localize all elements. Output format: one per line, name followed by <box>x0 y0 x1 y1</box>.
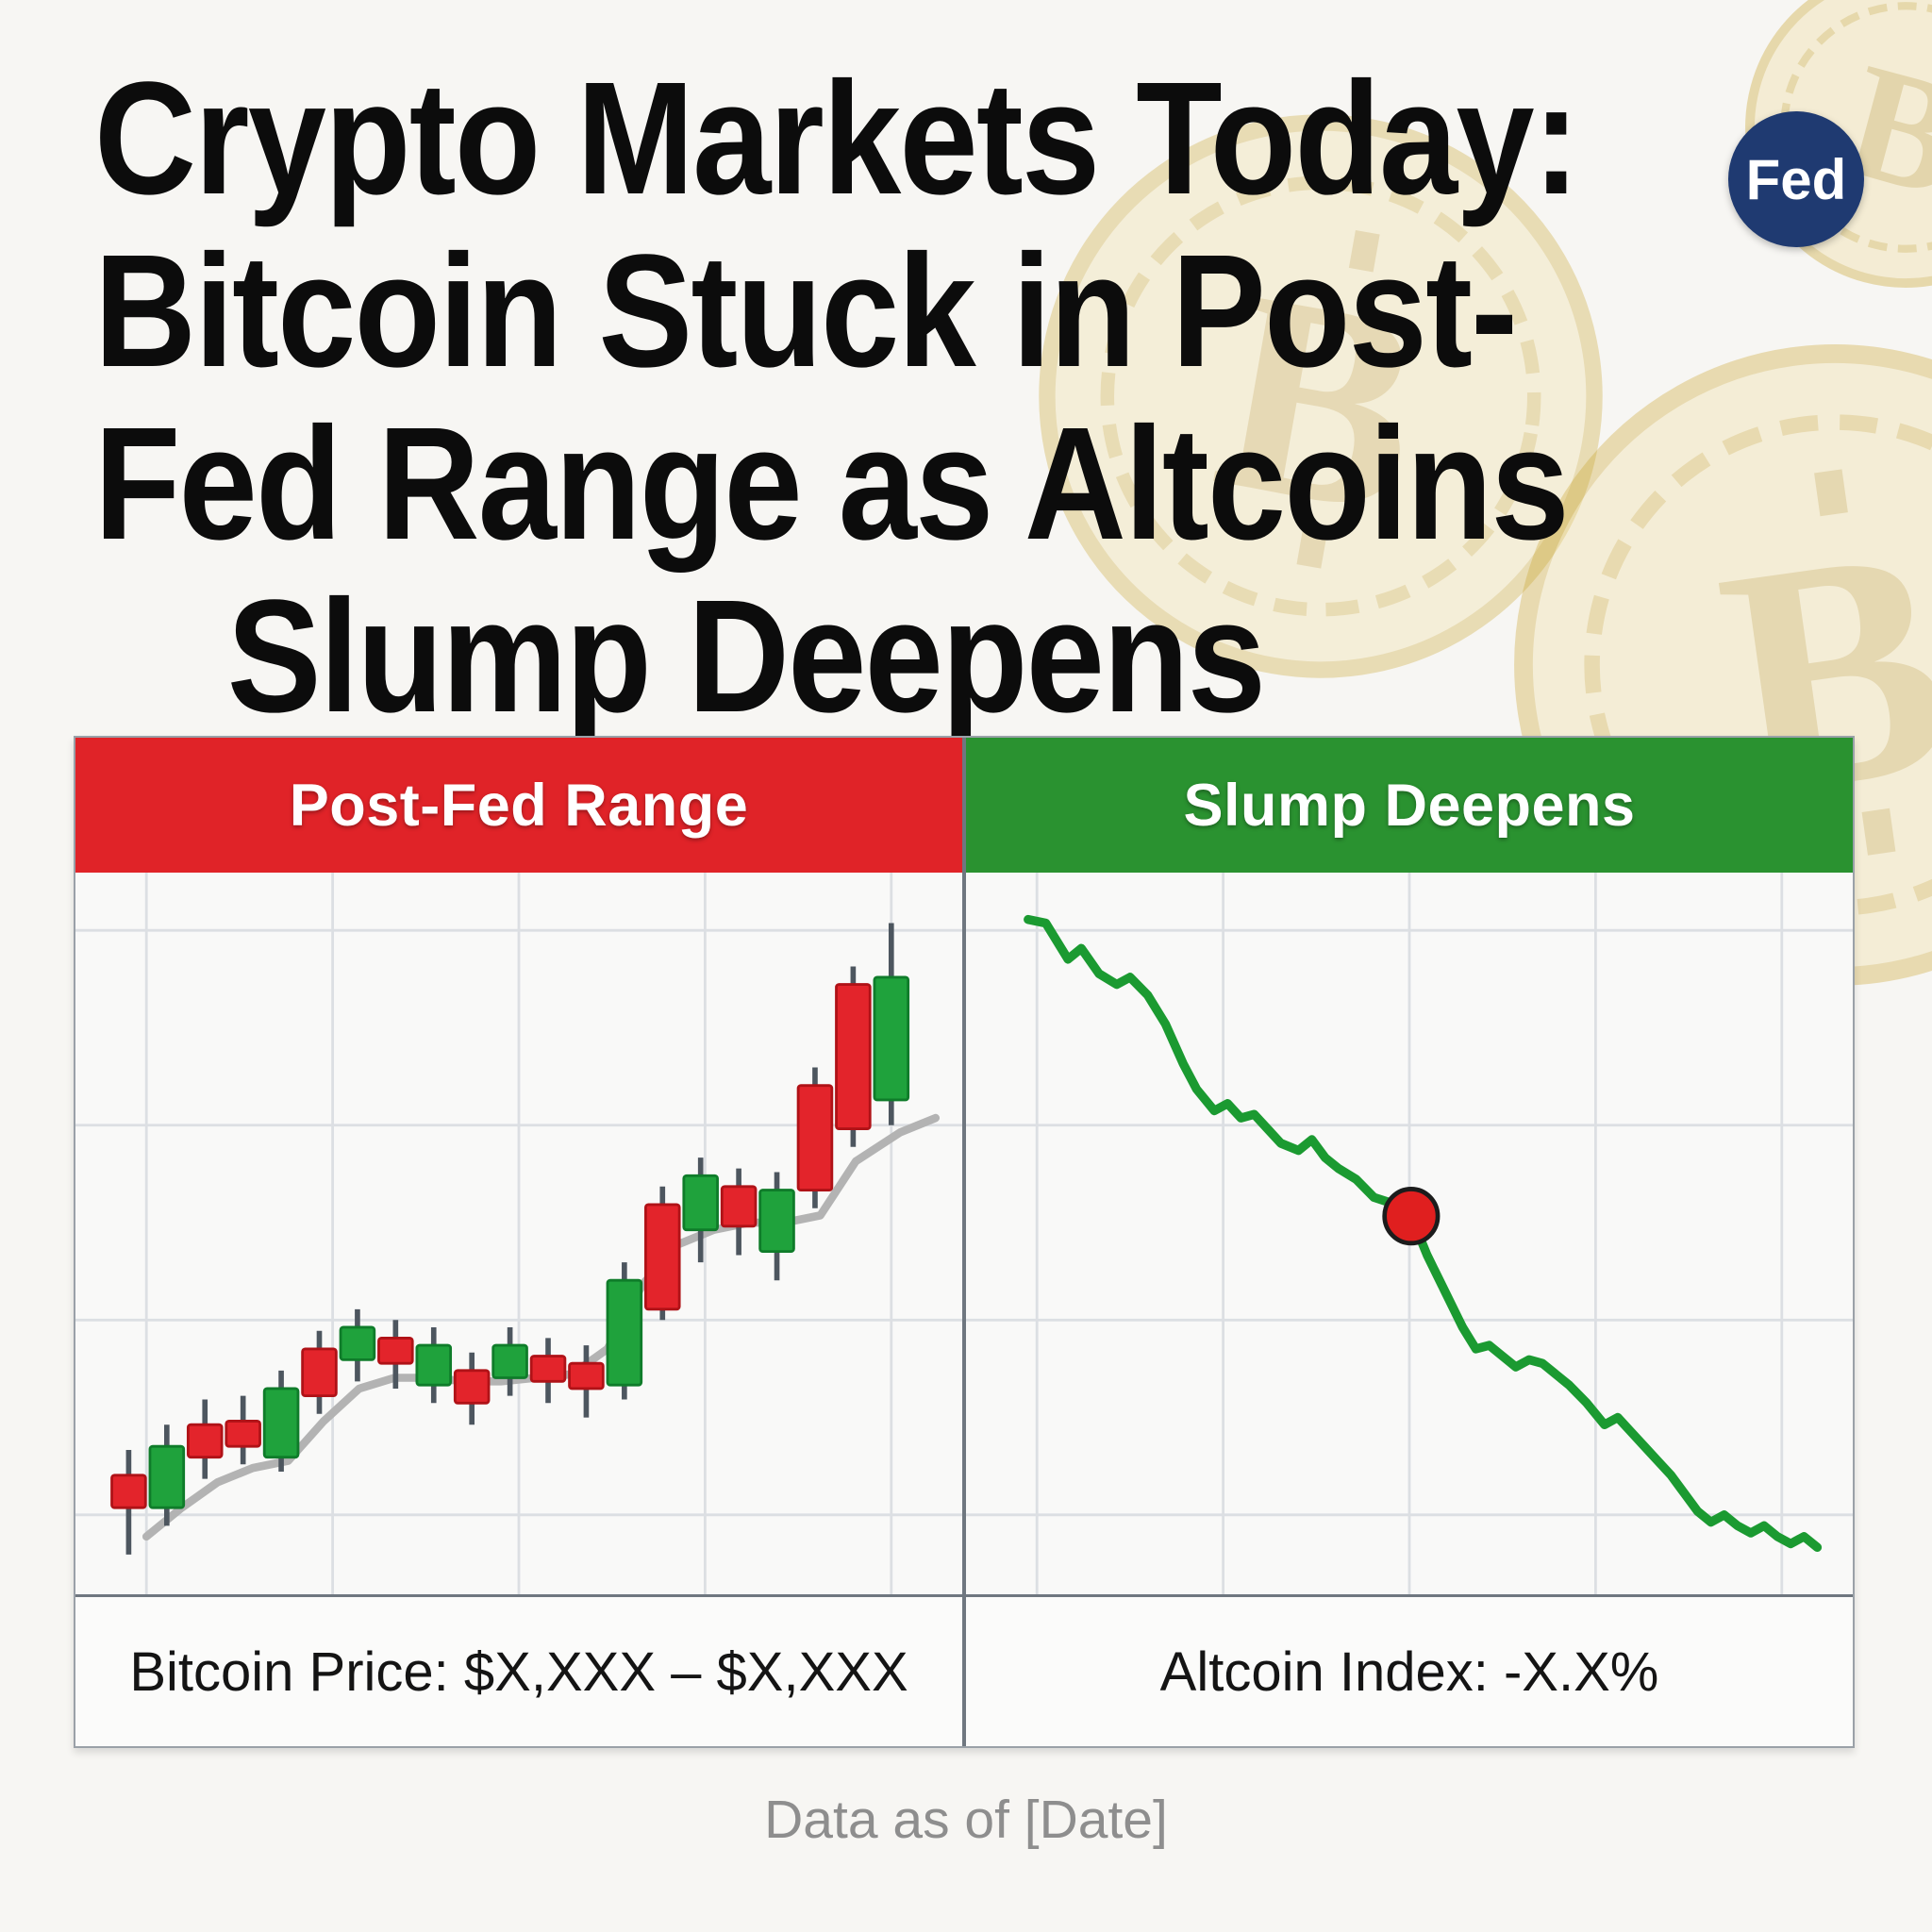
data-date-text: Data as of [Date] <box>764 1790 1168 1850</box>
title-line-4: Slump Deepens <box>226 567 1266 746</box>
fed-badge: Fed <box>1728 111 1864 247</box>
fed-badge-label: Fed <box>1745 147 1847 211</box>
right-panel-header: Slump Deepens <box>966 738 1853 873</box>
panel-bitcoin: Post-Fed Range Bitcoin Price: $X,XXX – $… <box>75 738 962 1746</box>
altcoin-index-text: Altcoin Index: -X.X% <box>1159 1641 1659 1703</box>
right-panel-header-label: Slump Deepens <box>1183 772 1636 839</box>
bitcoin-price-text: Bitcoin Price: $X,XXX – $X,XXX <box>129 1641 908 1703</box>
data-date-footer: Data as of [Date] <box>0 1789 1932 1851</box>
left-panel-header-label: Post-Fed Range <box>289 772 749 839</box>
panel-divider <box>962 738 966 1746</box>
left-panel-header: Post-Fed Range <box>75 738 962 873</box>
bitcoin-candlestick-chart <box>75 873 962 1594</box>
bitcoin-coin-icon: B <box>1039 114 1603 678</box>
title-line-3: Fed Range as Altcoins <box>94 394 1570 574</box>
page-title: Crypto Markets Today: Bitcoin Stuck in P… <box>94 49 1580 746</box>
altcoin-index-label: Altcoin Index: -X.X% <box>966 1594 1853 1746</box>
panel-altcoins: Slump Deepens Altcoin Index: -X.X% <box>966 738 1853 1746</box>
bitcoin-price-label: Bitcoin Price: $X,XXX – $X,XXX <box>75 1594 962 1746</box>
comparison-panels: Post-Fed Range Bitcoin Price: $X,XXX – $… <box>74 736 1855 1748</box>
altcoin-line-chart <box>966 873 1853 1594</box>
title-line-1: Crypto Markets Today: <box>94 49 1580 228</box>
title-line-2: Bitcoin Stuck in Post- <box>94 222 1518 401</box>
